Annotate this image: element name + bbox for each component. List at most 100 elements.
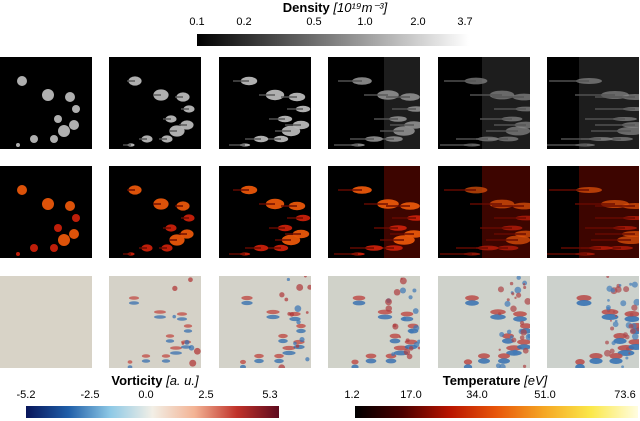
turbulence-eddy: [413, 325, 420, 332]
turbulence-eddy: [511, 292, 515, 296]
density-trail: [561, 138, 601, 140]
negative-vortex: [183, 329, 193, 333]
turbulence-eddy: [188, 345, 195, 351]
temperature-trail: [444, 189, 476, 191]
temperature-blob: [16, 252, 20, 256]
temperature-trail: [169, 239, 177, 241]
negative-vortex: [241, 300, 253, 306]
temperature-trail: [591, 239, 631, 241]
temperature-trail: [275, 239, 291, 241]
turbulence-eddy: [510, 305, 517, 313]
turbulence-eddy: [605, 340, 609, 345]
positive-vortex: [274, 353, 284, 359]
density-blob: [72, 105, 80, 113]
temperature-trail: [229, 253, 245, 255]
turbulence-eddy: [512, 349, 518, 355]
vorticity-tick-label: -2.5: [80, 389, 100, 401]
temperature-trail: [585, 227, 625, 229]
negative-vortex: [165, 339, 175, 343]
positive-vortex: [490, 309, 506, 315]
positive-vortex: [478, 353, 490, 359]
negative-vortex: [274, 358, 284, 364]
temperature-trail: [386, 205, 410, 207]
turbulence-eddy: [628, 352, 631, 355]
density-trail: [444, 80, 476, 82]
turbulence-eddy: [606, 276, 610, 279]
temperature-trail: [259, 203, 275, 205]
negative-vortex: [282, 350, 296, 356]
negative-vortex: [601, 314, 619, 320]
temperature-trail: [159, 247, 167, 249]
negative-vortex: [576, 300, 592, 306]
density-trail: [123, 144, 131, 146]
temperature-trail: [492, 205, 524, 207]
density-blob: [58, 125, 70, 137]
turbulence-eddy: [400, 277, 403, 280]
density-trail: [181, 108, 189, 110]
turbulence-eddy: [522, 283, 526, 286]
temperature-blob: [50, 244, 58, 252]
turbulence-eddy: [509, 335, 514, 339]
turbulence-eddy: [406, 353, 413, 360]
positive-vortex: [389, 333, 401, 339]
temperature-unit-text: [eV]: [524, 373, 548, 388]
positive-vortex: [575, 359, 585, 365]
temperature-trail: [561, 247, 601, 249]
temperature-trail: [494, 233, 526, 235]
density-trail: [470, 94, 502, 96]
turbulence-eddy: [385, 305, 392, 312]
turbulence-eddy: [615, 314, 618, 317]
vorticity-tick-label: 0.0: [138, 389, 154, 401]
turbulence-eddy: [295, 344, 300, 348]
turbulence-eddy: [499, 363, 506, 368]
density-panel-background: [0, 57, 92, 149]
negative-vortex: [351, 364, 359, 368]
density-trail: [169, 130, 177, 132]
density-trail: [179, 124, 187, 126]
density-trail: [233, 80, 249, 82]
density-trail: [139, 138, 147, 140]
positive-vortex: [282, 345, 296, 351]
turbulence-eddy: [181, 342, 185, 345]
negative-vortex: [352, 300, 366, 306]
temperature-trail: [480, 227, 512, 229]
temperature-panel: [0, 166, 92, 258]
temperature-trail: [334, 253, 358, 255]
vorticity-panel-background: [109, 276, 201, 368]
turbulence-eddy: [629, 328, 636, 335]
turbulence-eddy: [294, 305, 302, 312]
density-blob: [240, 76, 258, 86]
turbulence-eddy: [524, 298, 530, 305]
vorticity-panel: [438, 276, 530, 368]
turbulence-eddy: [614, 319, 618, 323]
temperature-trail: [181, 217, 189, 219]
density-tick-label: 2.0: [410, 16, 426, 28]
negative-vortex: [463, 364, 473, 368]
temperature-trail: [456, 247, 488, 249]
vorticity-panel-background: [0, 276, 92, 368]
temperature-panel: [109, 166, 201, 258]
positive-vortex: [183, 324, 193, 328]
temperature-diffuse-region: [579, 166, 639, 258]
turbulence-eddy: [527, 334, 530, 339]
density-trail: [390, 124, 414, 126]
temperature-trail: [285, 233, 301, 235]
density-trail: [229, 144, 245, 146]
turbulence-eddy: [636, 326, 639, 332]
negative-vortex: [575, 364, 585, 368]
temperature-panel: [328, 166, 420, 258]
density-trail: [127, 80, 135, 82]
turbulence-eddy: [623, 286, 630, 293]
turbulence-eddy: [631, 304, 638, 311]
positive-vortex: [141, 354, 151, 358]
density-blob: [54, 115, 62, 123]
positive-vortex: [465, 295, 479, 301]
turbulence-eddy: [172, 314, 177, 319]
temperature-trail: [163, 227, 171, 229]
temperature-trail: [595, 217, 635, 219]
turbulence-eddy: [299, 336, 305, 343]
turbulence-eddy: [631, 333, 639, 340]
turbulence-eddy: [509, 281, 514, 286]
positive-vortex: [278, 333, 288, 339]
turbulence-eddy: [612, 321, 619, 328]
